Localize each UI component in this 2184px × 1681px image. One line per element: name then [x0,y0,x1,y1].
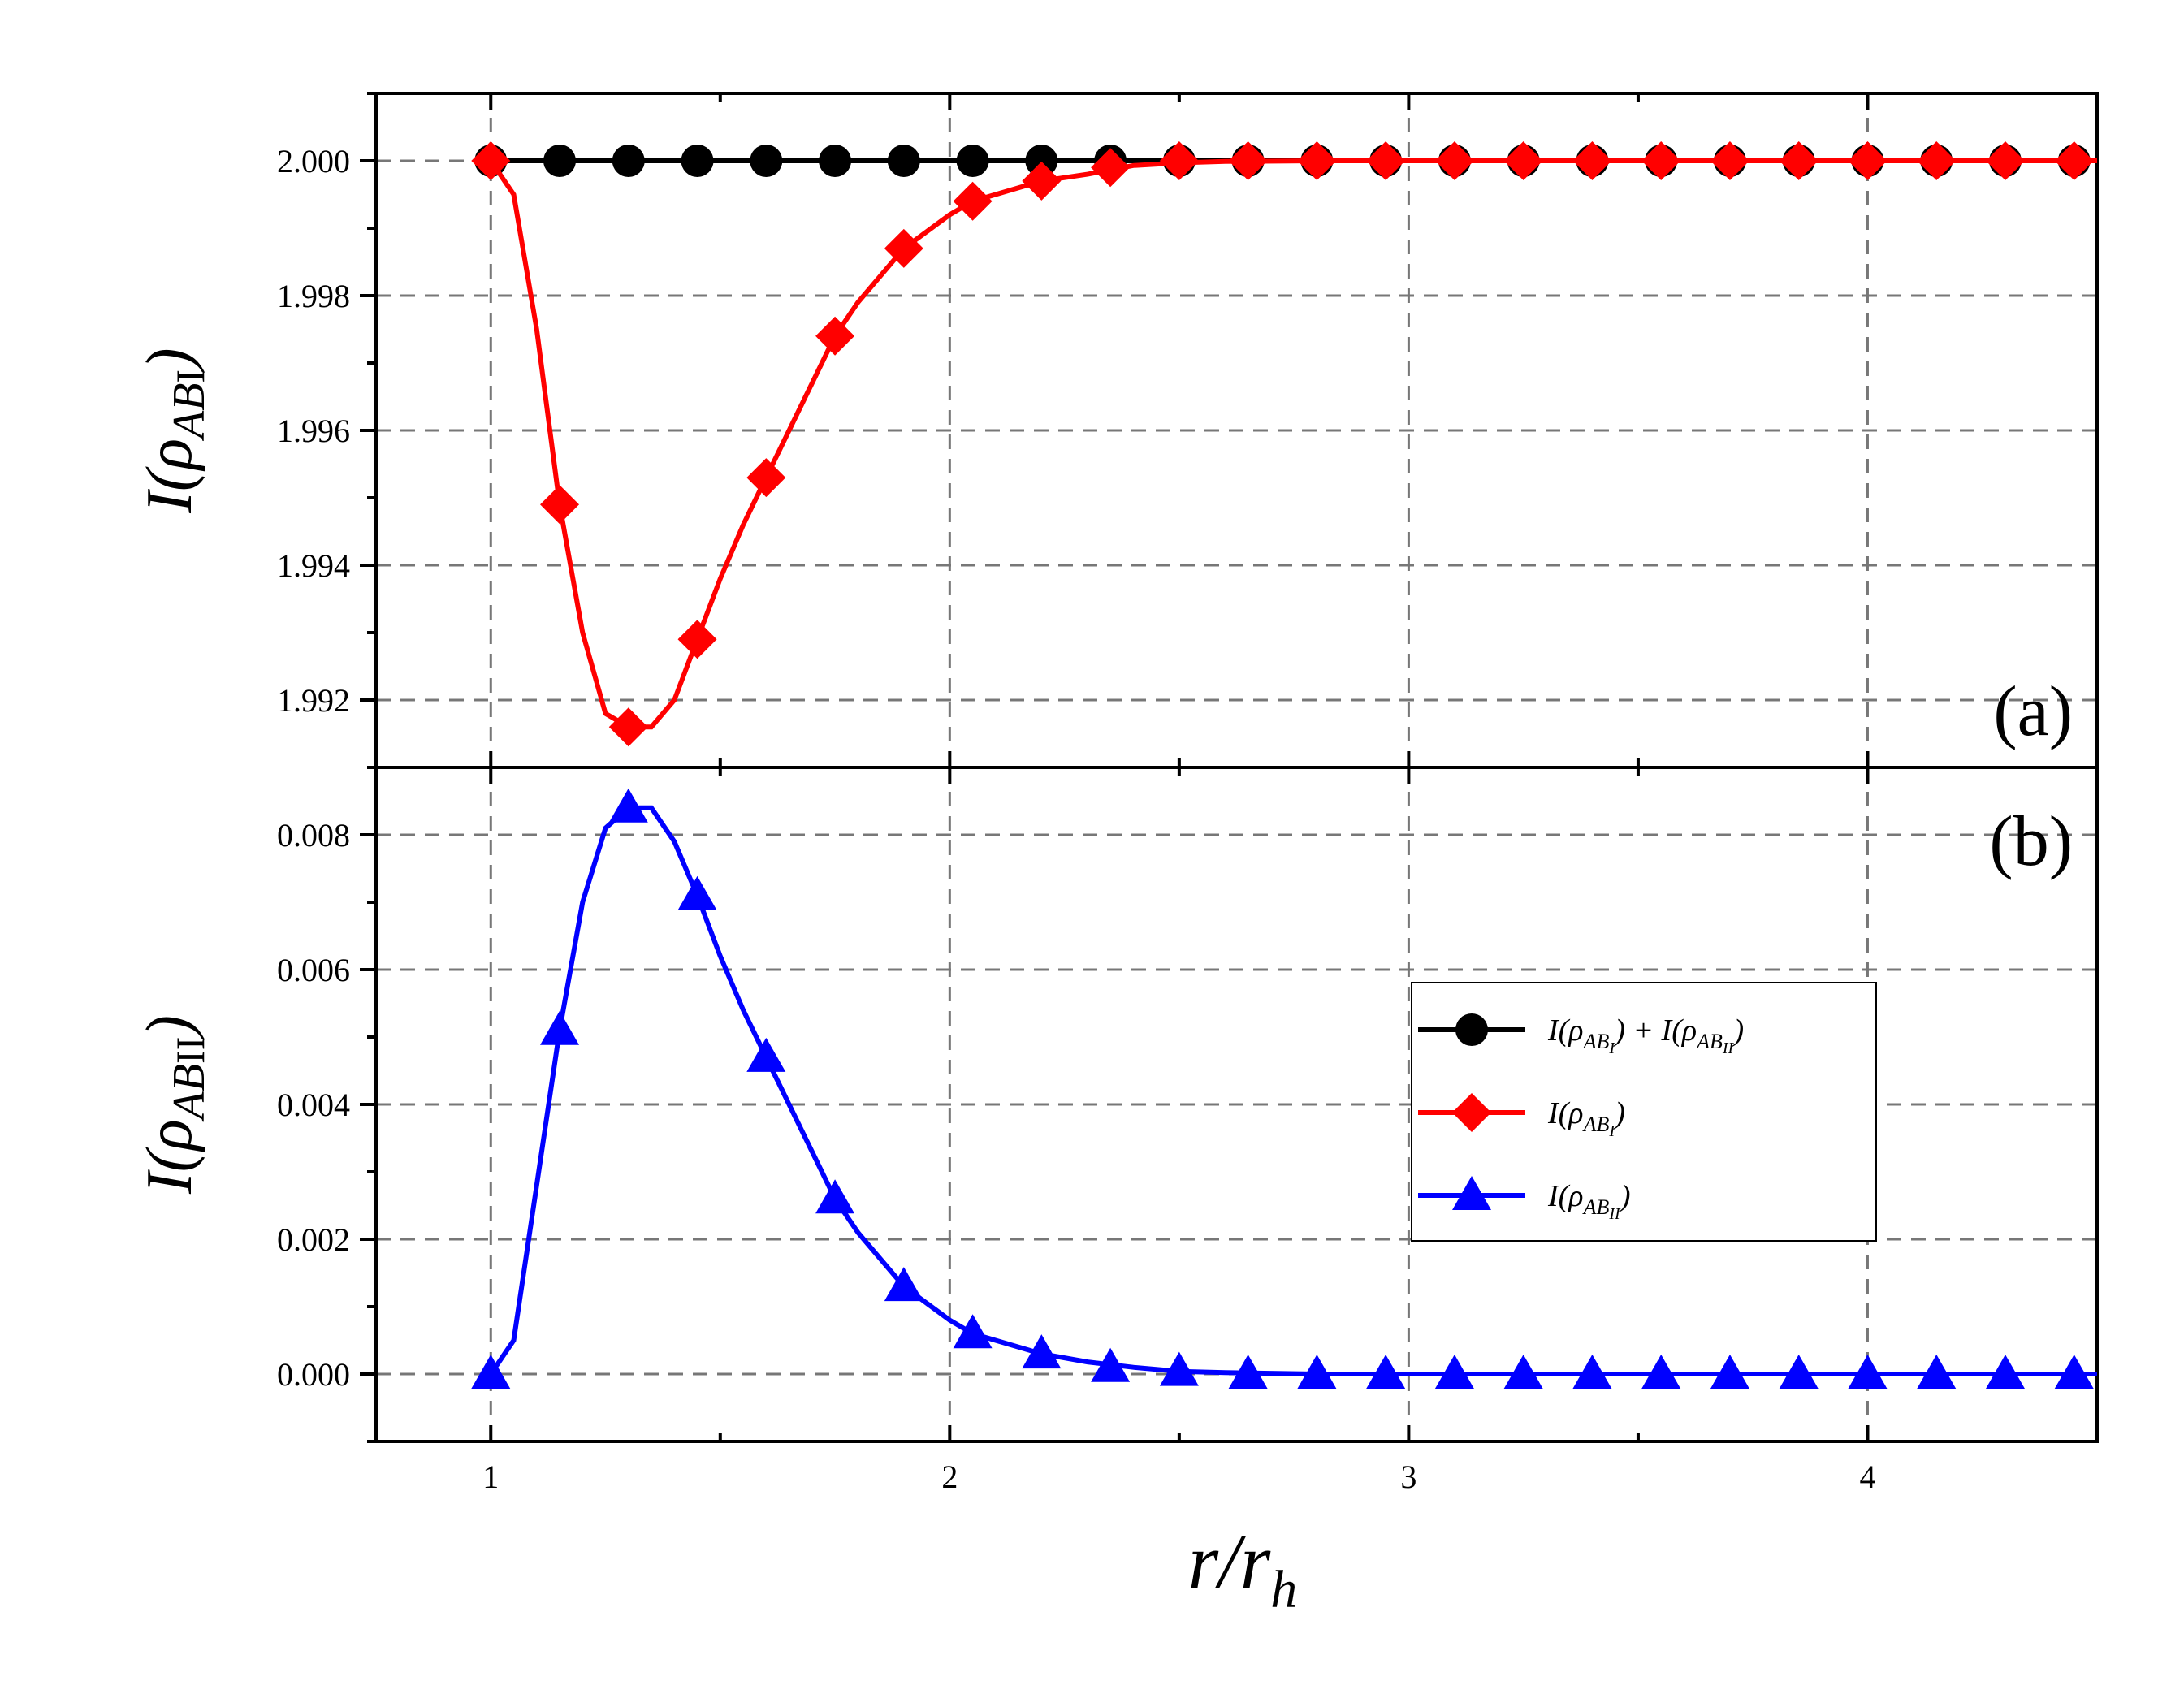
data-point [1159,141,1199,180]
grid-lines [376,93,2097,767]
data-point [1091,148,1131,188]
data-point [956,145,989,177]
y-tick-label: 1.996 [277,413,350,449]
data-point [2054,141,2094,180]
legend-label: I(ρABII ) [1547,1179,1631,1223]
data-point [1366,141,1406,180]
data-point [1779,1355,1819,1389]
series-triangle [471,788,2097,1389]
legend-marker [1452,1093,1491,1132]
data-point [1710,1355,1749,1389]
data-point [746,1037,786,1072]
x-tick-label: 3 [1400,1458,1416,1495]
legend-entry: I(ρABI ) [1418,1093,1625,1140]
data-point [953,181,993,221]
data-point [1641,141,1681,180]
x-tick-label: 2 [941,1458,958,1495]
y-axis-label: I(ρABII) [134,1015,214,1195]
data-point [953,1314,993,1349]
series-diamond [471,141,2097,747]
y-tick-label: 1.992 [277,682,350,719]
panel-label: (b) [1989,802,2073,881]
y-tick-label: 1.998 [277,278,350,314]
data-point [1228,141,1268,180]
legend: I(ρABI ) + I(ρABII ) I(ρABI ) I(ρABII ) [1411,982,1877,1242]
data-point [677,875,717,910]
data-point [1710,141,1749,180]
data-point [1434,1355,1474,1389]
data-point [1025,145,1058,177]
panel-a: 1.992 1.994 1.996 1.998 2.000 (a) I(ρABI) [134,92,2099,769]
data-point [1641,1355,1681,1389]
data-point [884,1267,923,1302]
series-line [488,158,2097,730]
data-point [1848,141,1888,180]
x-tick-label: 1 [482,1458,499,1495]
data-point [608,707,648,747]
data-point [1434,141,1474,180]
y-tick-label: 0.004 [277,1087,350,1123]
panel-b: 0.000 0.002 0.004 0.006 0.008 (b) I(ρABII) [134,766,2099,1443]
y-tick-label: 0.008 [277,817,350,853]
data-point [1366,1355,1406,1389]
data-point [1503,141,1543,180]
data-point [681,145,714,177]
data-point [1297,1355,1337,1389]
data-point [471,141,511,180]
panel-label: (a) [1993,672,2073,751]
data-point [540,485,580,525]
data-point [1985,1355,2025,1389]
data-point [1572,1355,1612,1389]
x-tick-label: 4 [1859,1458,1875,1495]
data-point [1022,161,1062,201]
legend-entry: I(ρABII ) [1418,1176,1631,1223]
data-point [1848,1355,1888,1389]
data-point [815,1179,855,1214]
legend-label: I(ρABI ) + I(ρABII ) [1547,1013,1744,1057]
data-point [543,145,577,177]
x-axis-label: r/rh [1188,1518,1297,1619]
data-point [1503,1355,1543,1389]
data-point [746,458,786,498]
y-tick-label: 0.006 [277,952,350,988]
data-point [750,145,783,177]
data-point [884,228,923,268]
data-point [1779,141,1819,180]
x-axis: 1 2 3 4 r/rh [482,1458,1875,1619]
data-point [887,145,920,177]
data-point [608,788,648,823]
legend-entry: I(ρABI ) + I(ρABII ) [1418,1013,1744,1057]
data-point [815,316,855,356]
data-point [1228,1355,1268,1389]
data-point [540,1010,580,1045]
data-point [1985,141,2025,180]
data-point [1917,141,1957,180]
legend-label: I(ρABI ) [1547,1096,1625,1140]
y-axis-label: I(ρABI) [134,348,214,513]
data-point [1091,1347,1131,1382]
data-point [1159,1351,1199,1386]
data-point [819,145,852,177]
data-point [2054,1355,2094,1389]
data-point [1297,141,1337,180]
y-tick-label: 1.994 [277,547,350,584]
data-point [1022,1334,1062,1369]
y-tick-label: 2.000 [277,143,350,179]
data-point [1917,1355,1957,1389]
legend-marker [1452,1176,1491,1210]
y-tick-label: 0.002 [277,1221,350,1258]
data-point [471,1355,511,1389]
data-point [677,620,717,659]
legend-marker [1455,1013,1488,1046]
data-point [612,145,645,177]
y-tick-label: 0.000 [277,1356,350,1393]
data-point [1572,141,1612,180]
